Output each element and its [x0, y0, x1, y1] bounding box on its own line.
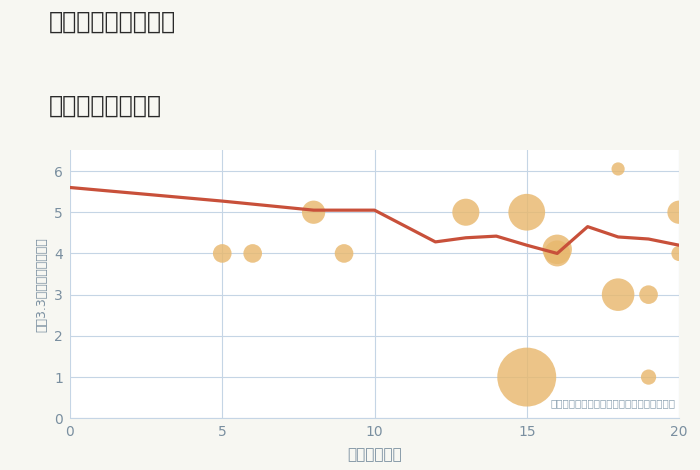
- Point: [673, 250, 685, 257]
- Point: [521, 373, 532, 381]
- Point: [612, 165, 624, 172]
- Point: [643, 291, 655, 298]
- Point: [247, 250, 258, 257]
- Point: [521, 209, 532, 216]
- Point: [461, 209, 472, 216]
- X-axis label: 駅距離（分）: 駅距離（分）: [347, 447, 402, 462]
- Text: 円の大きさは、取引のあった物件面積を示す: 円の大きさは、取引のあった物件面積を示す: [551, 398, 676, 408]
- Point: [673, 209, 685, 216]
- Point: [308, 209, 319, 216]
- Point: [612, 291, 624, 298]
- Text: 駅距離別土地価格: 駅距離別土地価格: [49, 94, 162, 118]
- Point: [217, 250, 228, 257]
- Point: [339, 250, 350, 257]
- Text: 岐阜県関市関ノ上の: 岐阜県関市関ノ上の: [49, 9, 176, 33]
- Point: [643, 373, 655, 381]
- Point: [552, 250, 563, 257]
- Point: [552, 245, 563, 253]
- Y-axis label: 平（3.3㎡）単価（万円）: 平（3.3㎡）単価（万円）: [36, 237, 48, 332]
